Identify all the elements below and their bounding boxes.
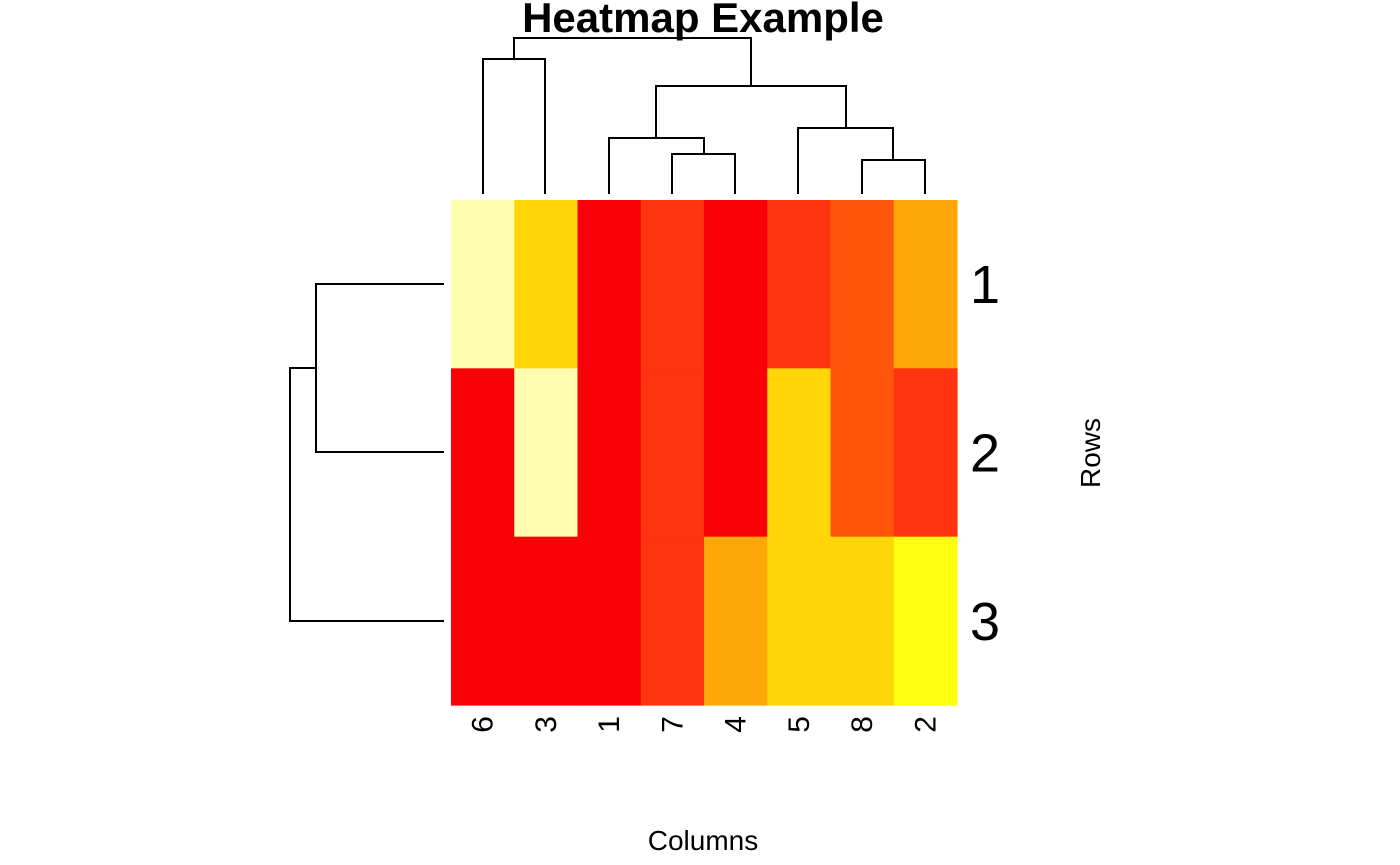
row-label: 3 bbox=[970, 592, 1000, 652]
column-dendrogram-root bbox=[513, 37, 752, 86]
heatmap-cell-row3-col3 bbox=[514, 536, 579, 706]
heatmap-cell-row3-col7 bbox=[640, 536, 705, 706]
column-label: 3 bbox=[530, 716, 563, 733]
row-dendrogram-branch-1-2 bbox=[315, 283, 444, 453]
heatmap-cell-row3-col2 bbox=[893, 536, 958, 706]
row-dendrogram bbox=[289, 283, 444, 622]
column-dendrogram-branch-right bbox=[655, 85, 847, 138]
column-dendrogram bbox=[482, 37, 926, 194]
heatmap-cells bbox=[451, 200, 958, 706]
heatmap-cell-row1-col6 bbox=[451, 200, 515, 369]
row-label: 1 bbox=[970, 255, 1000, 315]
column-label: 2 bbox=[909, 716, 942, 733]
heatmap-cell-row2-col8 bbox=[830, 368, 895, 538]
column-dendrogram-branch-6-3 bbox=[482, 58, 546, 194]
heatmap-cell-row2-col5 bbox=[767, 368, 832, 538]
x-axis-label: Columns bbox=[648, 825, 758, 856]
heatmap-cell-row1-col5 bbox=[767, 200, 832, 369]
column-label: 1 bbox=[593, 716, 626, 733]
heatmap-cell-row2-col3 bbox=[514, 368, 579, 538]
column-label: 4 bbox=[720, 716, 753, 733]
heatmap-cell-row2-col7 bbox=[640, 368, 705, 538]
column-dendrogram-branch-8-2 bbox=[861, 159, 926, 194]
column-label: 8 bbox=[846, 716, 879, 733]
column-label: 5 bbox=[783, 716, 816, 733]
column-dendrogram-branch-7-4 bbox=[671, 153, 736, 194]
heatmap-cell-row3-col1 bbox=[577, 536, 642, 706]
heatmap-cell-row3-col4 bbox=[704, 536, 768, 706]
heatmap-cell-row2-col4 bbox=[704, 368, 768, 538]
heatmap-cell-row3-col6 bbox=[451, 536, 515, 706]
heatmap-cell-row2-col2 bbox=[893, 368, 958, 538]
heatmap-cell-row2-col1 bbox=[577, 368, 642, 538]
column-label: 7 bbox=[656, 716, 689, 733]
heatmap-cell-row3-col5 bbox=[767, 536, 832, 706]
chart-title: Heatmap Example bbox=[522, 0, 884, 41]
column-label: 6 bbox=[467, 716, 500, 733]
heatmap-cell-row3-col8 bbox=[830, 536, 895, 706]
heatmap-cell-row2-col6 bbox=[451, 368, 515, 538]
heatmap-cell-row1-col1 bbox=[577, 200, 642, 369]
heatmap-cell-row1-col2 bbox=[893, 200, 958, 369]
column-labels: 6 3 1 7 4 5 8 2 bbox=[467, 716, 943, 733]
heatmap-cell-row1-col3 bbox=[514, 200, 579, 369]
row-dendrogram-root bbox=[289, 367, 444, 622]
heatmap-cell-row1-col7 bbox=[640, 200, 705, 369]
row-labels: 1 2 3 bbox=[970, 255, 1000, 652]
row-label: 2 bbox=[970, 423, 1000, 483]
y-axis-label: Rows bbox=[1075, 418, 1106, 488]
heatmap-cell-row1-col8 bbox=[830, 200, 895, 369]
heatmap-cell-row1-col4 bbox=[704, 200, 768, 369]
column-dendrogram-branch-1-7-4 bbox=[608, 137, 705, 194]
